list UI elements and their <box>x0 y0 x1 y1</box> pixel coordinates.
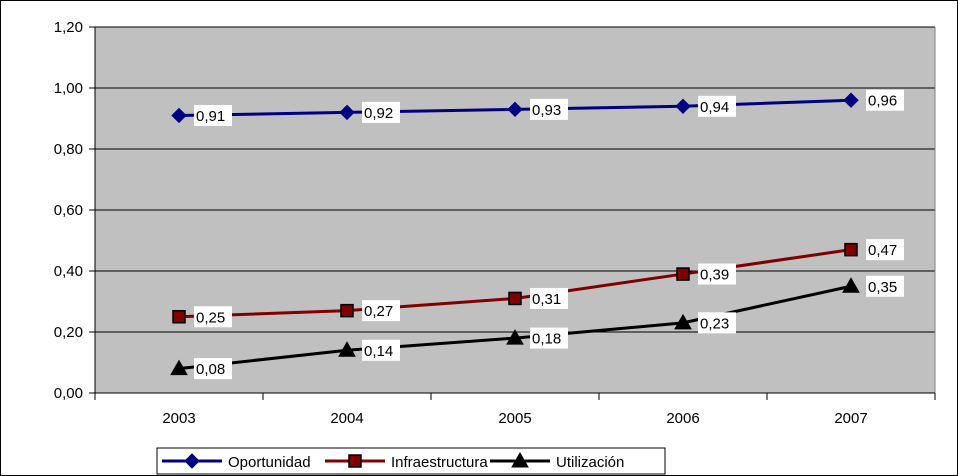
x-tick-label: 2007 <box>834 410 867 427</box>
x-tick-label: 2005 <box>498 410 531 427</box>
series-infraestructura: 0,25 0,27 0,31 0,39 0,47 <box>172 239 904 328</box>
legend-marker-oportunidad <box>184 453 200 469</box>
data-point-utilizacion <box>338 341 356 357</box>
data-point-infraestructura <box>508 291 522 306</box>
y-tick-label: 1,00 <box>54 80 83 97</box>
legend-label-infraestructura: Infraestructura <box>391 454 488 471</box>
data-label: 0,93 <box>532 102 561 119</box>
data-label: 0,96 <box>868 93 897 110</box>
data-label: 0,35 <box>868 279 897 296</box>
data-label: 0,31 <box>532 291 561 308</box>
data-point-oportunidad <box>675 98 691 115</box>
data-label-box <box>362 300 400 322</box>
x-tick-label: 2004 <box>330 410 363 427</box>
data-label: 0,27 <box>364 303 393 320</box>
data-label: 0,14 <box>364 343 393 360</box>
data-point-utilizacion <box>506 329 524 345</box>
data-label-box <box>530 98 568 120</box>
data-point-infraestructura <box>172 310 186 324</box>
data-label-box <box>698 312 736 334</box>
data-label-box <box>698 95 736 117</box>
data-label-box <box>866 275 904 297</box>
data-point-oportunidad <box>507 101 523 118</box>
data-label-box <box>530 327 568 349</box>
data-point-oportunidad <box>171 107 187 124</box>
data-point-oportunidad <box>843 92 859 108</box>
data-label-box <box>362 101 400 123</box>
legend-label-utilizacion: Utilización <box>556 454 624 471</box>
data-label-box <box>362 339 400 361</box>
data-point-utilizacion <box>170 359 188 376</box>
legend-label-oportunidad: Oportunidad <box>228 454 311 471</box>
y-tick-label: 0,20 <box>54 324 83 341</box>
series-oportunidad: 0,91 0,92 0,93 0,94 0,96 <box>171 89 904 126</box>
data-point-utilizacion <box>842 277 860 293</box>
data-label: 0,23 <box>700 315 729 332</box>
y-tick-label: 0,60 <box>54 202 83 219</box>
legend-box <box>156 447 666 475</box>
legend: Oportunidad Infraestructura Utilización <box>156 447 666 475</box>
legend-marker-utilizacion <box>511 451 529 468</box>
data-label: 0,08 <box>196 361 225 378</box>
data-point-oportunidad <box>339 104 355 121</box>
data-label-box <box>194 104 232 126</box>
data-label-box <box>194 358 232 380</box>
y-tick-label: 0,00 <box>54 385 83 402</box>
data-label: 0,18 <box>532 331 561 348</box>
data-label: 0,92 <box>364 105 393 122</box>
data-point-utilizacion <box>674 313 692 330</box>
data-label: 0,94 <box>700 99 729 116</box>
y-tick-label: 1,20 <box>54 19 83 36</box>
x-tick-label: 2006 <box>666 410 699 427</box>
y-tick-label: 0,40 <box>54 263 83 280</box>
data-label: 0,47 <box>868 242 897 259</box>
data-label-box <box>866 89 904 111</box>
data-label: 0,39 <box>700 267 729 284</box>
data-label: 0,91 <box>196 108 225 125</box>
data-label-box <box>530 287 568 309</box>
data-label-box <box>866 239 904 261</box>
series-utilizacion: 0,08 0,14 0,18 0,23 0,35 <box>170 275 904 380</box>
data-point-infraestructura <box>340 303 354 318</box>
data-point-infraestructura <box>844 242 858 257</box>
data-label-box <box>194 306 232 328</box>
data-label: 0,25 <box>196 309 225 326</box>
data-point-infraestructura <box>676 267 690 281</box>
data-label-box <box>698 263 736 285</box>
y-tick-label: 0,80 <box>54 141 83 158</box>
legend-marker-infraestructura <box>348 454 362 468</box>
x-tick-label: 2003 <box>162 410 195 427</box>
